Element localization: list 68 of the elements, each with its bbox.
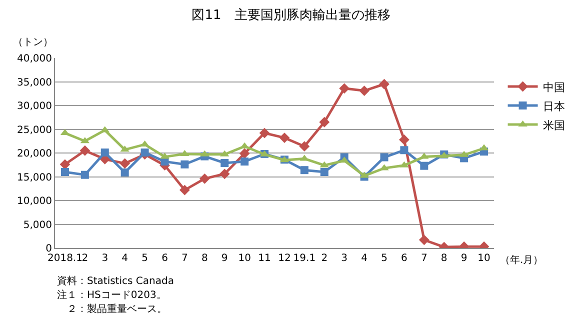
y-tick-label: 35,000: [17, 77, 52, 88]
point: [300, 166, 308, 174]
point: [140, 148, 149, 157]
point: [420, 162, 428, 170]
point: [120, 168, 129, 176]
x-tick-label: 4: [122, 253, 128, 264]
x-tick-label: 3: [341, 253, 348, 264]
legend-label: 中国: [542, 80, 565, 94]
y-tick-label: 40,000: [17, 54, 52, 64]
x-axis-title: （年.月）: [500, 254, 544, 266]
x-tick-label: 19.1: [293, 253, 316, 264]
x-tick-label: 11: [258, 253, 271, 264]
point: [120, 158, 130, 169]
y-axis-title: （トン）: [13, 37, 53, 48]
point: [60, 168, 69, 176]
x-tick-label: 9: [221, 253, 228, 264]
x-tick-label: 5: [142, 253, 148, 264]
point: [239, 148, 250, 159]
y-tick-label: 5,000: [23, 220, 52, 231]
point: [240, 158, 249, 166]
point: [80, 170, 89, 179]
point: [359, 86, 370, 96]
point: [339, 83, 350, 94]
text: 資料：Statistics Canada: [57, 275, 174, 287]
x-tick-label: 2018.1: [47, 253, 82, 264]
point: [80, 145, 90, 156]
y-tick-label: 0: [46, 244, 52, 254]
x-tick-label: 7: [420, 253, 428, 264]
x-tick-label: 4: [361, 253, 368, 264]
point: [180, 184, 190, 196]
x-tick-label: 6: [162, 253, 168, 264]
point: [380, 153, 388, 162]
x-tick-label: 10: [478, 253, 490, 264]
legend-label: 米国: [542, 118, 565, 132]
x-tick-label: 10: [238, 253, 251, 264]
x-tick-label: 3: [102, 253, 108, 264]
point: [220, 158, 229, 167]
y-tick-label: 20,000: [17, 148, 52, 160]
point: [219, 168, 230, 180]
x-tick-label: 8: [440, 253, 448, 264]
x-tick-label: 8: [201, 253, 208, 264]
text: ２：製品重量ベース。: [57, 303, 167, 315]
point: [320, 168, 328, 176]
y-tick-label: 10,000: [17, 196, 52, 207]
y-tick-label: 15,000: [17, 172, 52, 184]
point: [100, 148, 109, 157]
point: [199, 173, 210, 184]
x-tick-label: 5: [381, 253, 388, 264]
point: [418, 234, 430, 246]
point: [319, 116, 330, 128]
x-tick-label: 9: [460, 253, 468, 264]
x-tick-label: 2: [82, 253, 88, 264]
point: [259, 128, 270, 138]
x-tick-label: 2: [321, 253, 328, 264]
x-tick-label: 6: [401, 253, 408, 264]
point: [399, 134, 410, 145]
point: [379, 78, 390, 90]
x-tick-label: 7: [182, 253, 188, 264]
y-tick-label: 25,000: [17, 124, 52, 136]
text: 注１：HSコード0203。: [57, 289, 166, 301]
point: [279, 132, 290, 143]
y-tick-label: 30,000: [17, 101, 52, 112]
point: [180, 160, 189, 168]
chart-title: 図11 主要国別豚肉輸出量の推移: [192, 6, 390, 23]
point: [400, 146, 408, 154]
x-tick-label: 12: [278, 253, 291, 264]
point: [299, 141, 310, 152]
legend-label: 日本: [542, 100, 565, 113]
